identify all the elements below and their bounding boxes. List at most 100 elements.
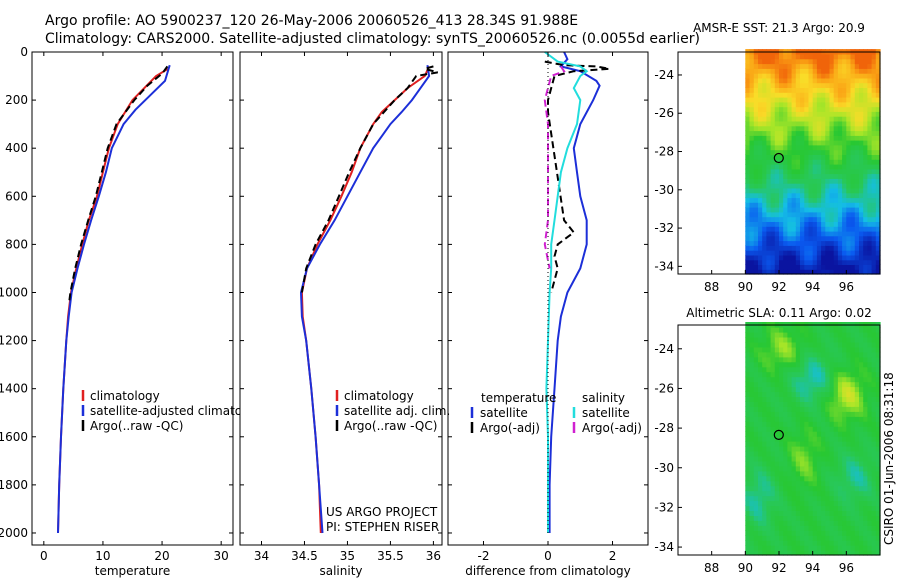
heatmap-cell [745, 230, 751, 237]
heatmap-cell [791, 441, 797, 447]
heatmap-cell [821, 550, 826, 556]
heatmap-cell [854, 264, 860, 270]
heatmap-cell [821, 411, 826, 417]
heatmap-cell [745, 346, 751, 353]
heatmap-cell [758, 140, 763, 146]
heatmap-cell [825, 386, 831, 393]
heatmap-cell [766, 470, 772, 477]
heatmap-cell [816, 106, 822, 112]
heatmap-cell [770, 264, 776, 270]
heatmap-cell [753, 376, 759, 383]
heatmap-cell [859, 120, 864, 127]
heatmap-cell [779, 341, 784, 348]
heatmap-cell [766, 101, 772, 108]
heatmap-cell [842, 510, 847, 516]
heatmap-cell [854, 416, 860, 422]
heatmap-cell [787, 221, 793, 227]
heatmap-cell [783, 431, 788, 437]
heatmap-cell [774, 202, 780, 208]
heatmap-cell [859, 520, 864, 526]
heatmap-cell [863, 63, 868, 69]
heatmap-cell [871, 535, 877, 541]
heatmap-cell [859, 264, 864, 270]
heatmap-cell [749, 101, 755, 108]
heatmap-cell [745, 426, 751, 432]
heatmap-cell [846, 327, 852, 333]
heatmap-cell [812, 525, 818, 531]
heatmap-cell [783, 130, 788, 136]
heatmap-cell [875, 264, 881, 270]
heatmap-cell [779, 550, 784, 556]
heatmap-cell [837, 346, 843, 353]
heatmap-cell [871, 144, 877, 151]
heatmap-cell [749, 230, 755, 237]
heatmap-cell [859, 445, 864, 452]
heatmap-cell [854, 183, 860, 189]
heatmap-cell [791, 525, 797, 531]
heatmap-cell [783, 101, 788, 108]
heatmap-cell [787, 550, 793, 556]
heatmap-cell [816, 341, 822, 348]
heatmap-cell [779, 202, 784, 208]
heatmap-cell [825, 183, 831, 189]
heatmap-cell [749, 106, 755, 112]
heatmap-cell [846, 460, 852, 467]
heatmap-cell [791, 336, 797, 343]
y-tick-label: 400 [5, 141, 28, 155]
heatmap-cell [833, 269, 839, 275]
heatmap-cell [867, 87, 873, 93]
heatmap-cell [837, 73, 843, 79]
heatmap-cell [816, 396, 822, 402]
heatmap-cell [846, 401, 852, 407]
heatmap-cell [833, 465, 839, 472]
heatmap-cell [867, 510, 873, 516]
heatmap-cell [745, 187, 751, 194]
heatmap-cell [774, 125, 780, 132]
heatmap-cell [854, 331, 860, 338]
heatmap-cell [749, 92, 755, 98]
heatmap-cell [812, 120, 818, 127]
heatmap-cell [762, 356, 767, 363]
heatmap-cell [766, 475, 772, 482]
heatmap-cell [774, 264, 780, 270]
heatmap-cell [863, 245, 868, 251]
heatmap-cell [867, 391, 873, 397]
heatmap-cell [833, 116, 839, 122]
heatmap-cell [808, 470, 814, 477]
heatmap-cell [774, 63, 780, 69]
heatmap-cell [846, 250, 852, 256]
heatmap-cell [787, 455, 793, 462]
heatmap-cell [770, 140, 776, 146]
heatmap-cell [854, 421, 860, 427]
heatmap-cell [749, 58, 755, 65]
heatmap-cell [787, 245, 793, 251]
heatmap-cell [774, 130, 780, 136]
heatmap-cell [787, 356, 793, 363]
heatmap-cell [753, 77, 759, 84]
heatmap-cell [812, 226, 818, 232]
heatmap-cell [795, 495, 801, 502]
heatmap-cell [825, 515, 831, 521]
heatmap-cell [783, 470, 788, 477]
heatmap-cell [837, 421, 843, 427]
heatmap-cell [804, 197, 810, 203]
heatmap-cell [779, 401, 784, 407]
heatmap-cell [766, 197, 772, 203]
x-tick-label: 34 [254, 549, 269, 563]
heatmap-cell [753, 336, 759, 343]
heatmap-cell [795, 445, 801, 452]
heatmap-cell [867, 470, 873, 477]
heatmap-cell [863, 520, 868, 526]
heatmap-cell [783, 416, 788, 422]
heatmap-cell [846, 361, 852, 368]
heatmap-cell [842, 168, 847, 175]
heatmap-cell [791, 366, 797, 373]
heatmap-cell [787, 411, 793, 417]
heatmap-cell [779, 445, 784, 452]
heatmap-cell [762, 63, 767, 69]
heatmap-cell [783, 250, 788, 256]
heatmap-cell [842, 520, 847, 526]
heatmap-cell [875, 254, 881, 261]
heatmap-cell [804, 411, 810, 417]
heatmap-cell [821, 530, 826, 536]
